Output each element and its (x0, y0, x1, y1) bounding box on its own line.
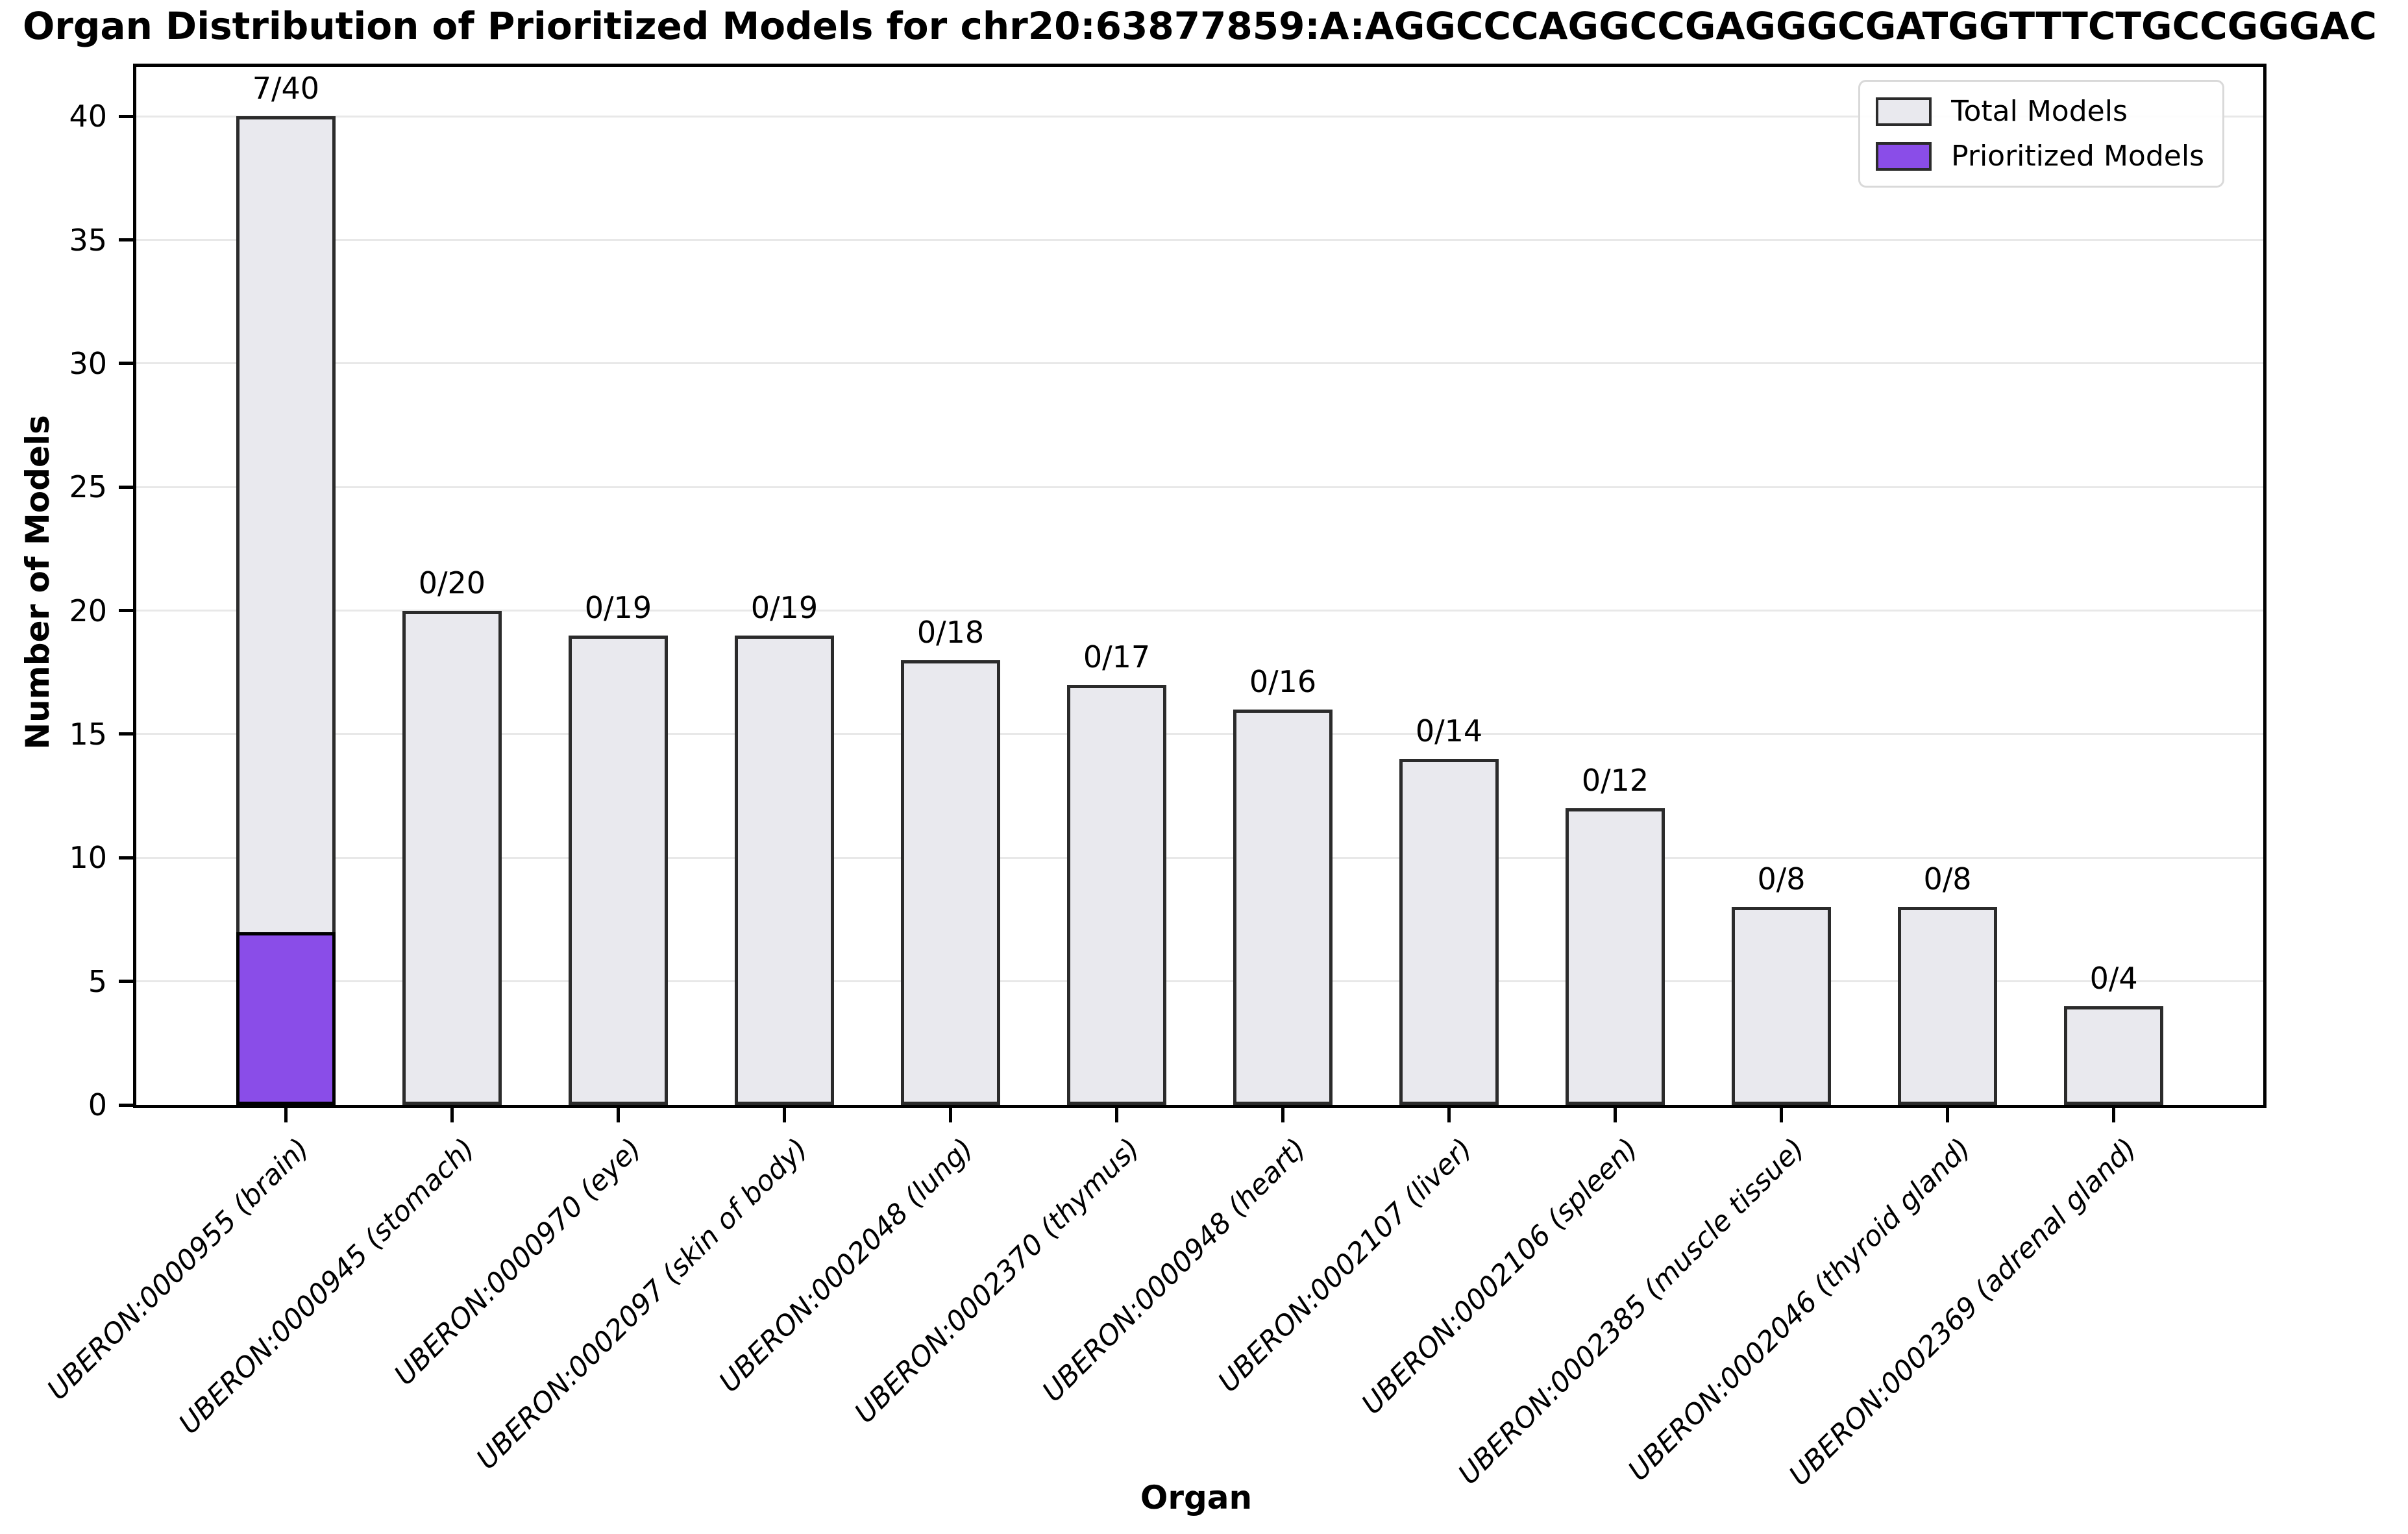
legend-label-total: Total Models (1951, 95, 2128, 128)
gridline-y-40 (136, 115, 2263, 118)
bar-value-label: 7/40 (252, 71, 320, 106)
x-tick-mark (1114, 1108, 1118, 1122)
bar-total-UBERON:0002385 (1731, 907, 1832, 1105)
x-tick-mark (1614, 1108, 1617, 1122)
y-tick-mark (119, 238, 133, 241)
bar-total-UBERON:0002369 (2063, 1006, 2164, 1105)
bar-total-UBERON:0002048 (900, 660, 1001, 1105)
x-tick-mark (948, 1108, 952, 1122)
bar-total-UBERON:0000948 (1233, 709, 1333, 1105)
x-tick-mark (1780, 1108, 1784, 1122)
gridline-y-10 (136, 856, 2263, 859)
bar-total-UBERON:0002107 (1399, 759, 1499, 1105)
y-tick-label: 40 (69, 99, 107, 134)
y-tick-mark (119, 856, 133, 860)
bar-total-UBERON:0000945 (402, 610, 502, 1105)
x-tick-label: UBERON:0002385 (muscle tissue) (1452, 1132, 1811, 1491)
bar-total-UBERON:0002370 (1066, 684, 1167, 1105)
y-tick-mark (119, 362, 133, 365)
bar-value-label: 0/8 (1923, 861, 1972, 897)
y-tick-mark (119, 732, 133, 736)
bar-total-UBERON:0002097 (734, 635, 835, 1105)
x-tick-mark (284, 1108, 288, 1122)
x-tick-mark (1946, 1108, 1950, 1122)
x-tick-label: UBERON:0002370 (thymus) (848, 1132, 1146, 1430)
bar-total-UBERON:0002106 (1565, 808, 1665, 1105)
bar-value-label: 0/18 (916, 614, 985, 650)
bar-value-label: 0/16 (1249, 663, 1317, 699)
gridline-y-15 (136, 733, 2263, 736)
bar-value-label: 0/8 (1757, 861, 1806, 897)
y-tick-label: 5 (88, 963, 107, 999)
x-tick-label: UBERON:0002106 (spleen) (1356, 1132, 1645, 1421)
bar-prioritized-UBERON:0000955 (236, 932, 336, 1105)
gridline-y-25 (136, 486, 2263, 488)
y-tick-mark (119, 485, 133, 489)
plot-area: Total Models Prioritized Models 0 5 10 15 20… (41, 64, 2267, 1492)
x-tick-label: UBERON:0000955 (brain) (41, 1132, 315, 1407)
y-tick-label: 35 (69, 222, 107, 258)
gridline-y-30 (136, 362, 2263, 365)
y-tick-mark (119, 114, 133, 118)
y-tick-label: 30 (69, 345, 107, 381)
bar-value-label: 0/4 (2089, 960, 2138, 996)
x-tick-label: UBERON:0000945 (stomach) (173, 1132, 482, 1441)
x-tick-mark (1447, 1108, 1451, 1122)
bar-value-label: 0/12 (1581, 763, 1649, 798)
y-tick-label: 0 (88, 1087, 107, 1122)
x-tick-mark (1281, 1108, 1284, 1122)
legend: Total Models Prioritized Models (1858, 80, 2224, 188)
bar-value-label: 0/17 (1083, 639, 1151, 674)
x-tick-label: UBERON:0002369 (adrenal gland) (1783, 1132, 2143, 1492)
legend-item-total: Total Models (1876, 95, 2204, 128)
legend-item-prioritized: Prioritized Models (1876, 140, 2204, 173)
y-tick-label: 20 (69, 593, 107, 628)
y-tick-label: 15 (69, 716, 107, 752)
bar-total-UBERON:0002046 (1897, 907, 1998, 1105)
bar-value-label: 0/20 (418, 565, 486, 600)
x-tick-mark (450, 1108, 454, 1122)
y-tick-label: 25 (69, 469, 107, 505)
bar-value-label: 0/14 (1415, 713, 1483, 748)
y-tick-mark (119, 1103, 133, 1107)
y-axis-label: Number of Models (19, 415, 56, 750)
gridline-y-20 (136, 610, 2263, 612)
x-tick-label: UBERON:0000948 (heart) (1036, 1132, 1312, 1409)
prioritized-models-swatch (1876, 142, 1932, 171)
legend-label-prioritized: Prioritized Models (1951, 140, 2204, 173)
x-tick-mark (616, 1108, 620, 1122)
chart-title: Organ Distribution of Prioritized Models… (23, 4, 2377, 48)
bar-value-label: 0/19 (584, 589, 652, 625)
y-tick-mark (119, 609, 133, 613)
x-tick-mark (2112, 1108, 2116, 1122)
y-tick-label: 10 (69, 840, 107, 876)
y-tick-mark (119, 980, 133, 983)
x-tick-label: UBERON:0002097 (skin of body) (470, 1132, 814, 1476)
total-models-swatch (1876, 97, 1932, 126)
bar-total-UBERON:0000970 (568, 635, 669, 1105)
bar-value-label: 0/19 (750, 589, 818, 625)
gridline-y-35 (136, 239, 2263, 241)
x-axis-label: Organ (1140, 1479, 1253, 1516)
x-tick-mark (782, 1108, 786, 1122)
x-tick-label: UBERON:0002046 (thyroid gland) (1621, 1132, 1977, 1488)
gridline-y-5 (136, 980, 2263, 983)
